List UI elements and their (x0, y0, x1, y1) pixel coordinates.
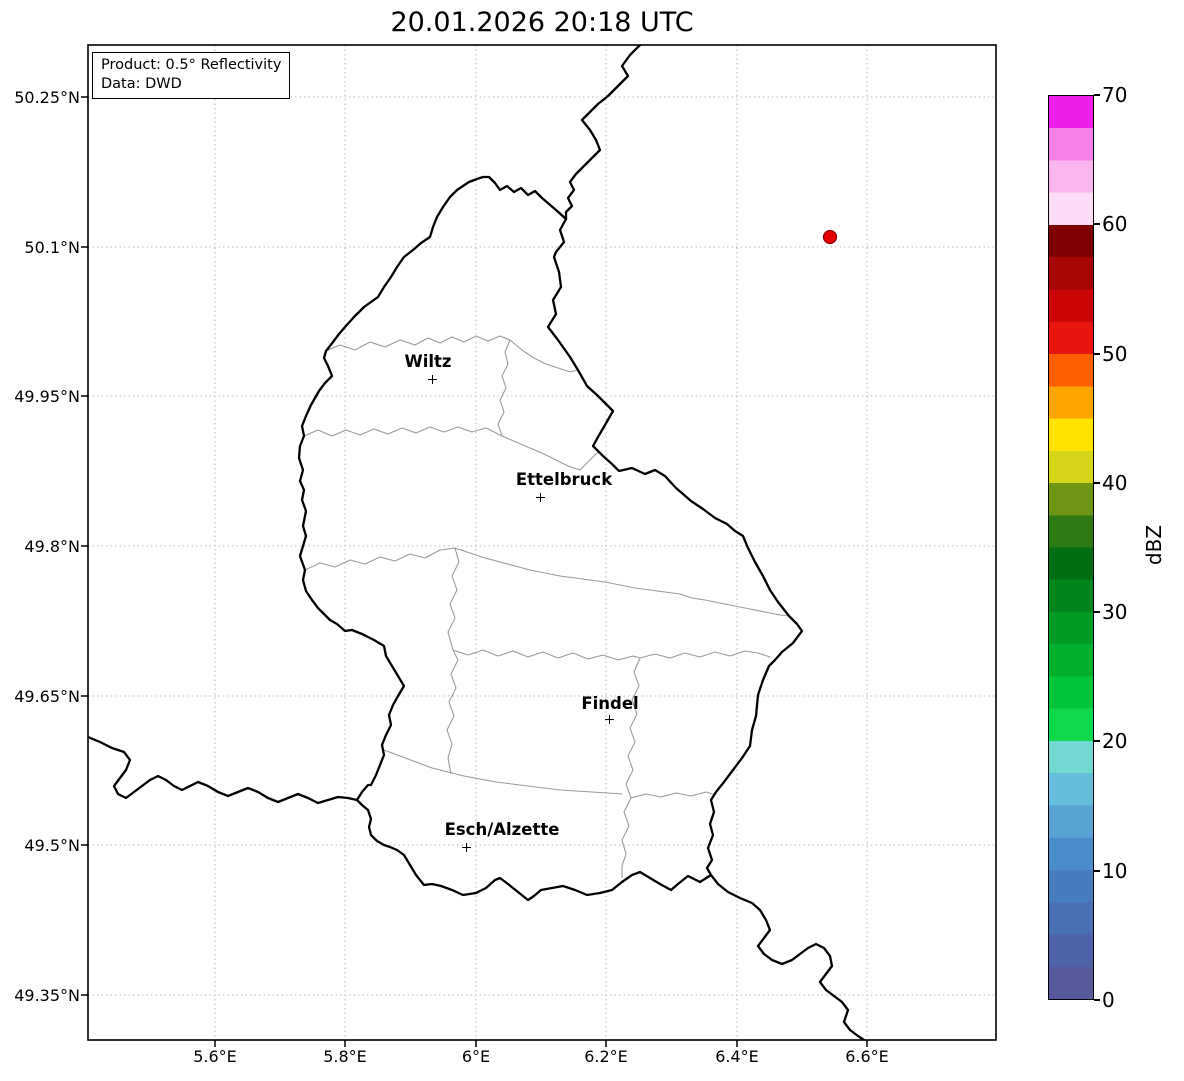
city-label-esch-alzette: Esch/Alzette (444, 820, 560, 839)
plot-frame (87, 44, 997, 1041)
city-label-findel: Findel (581, 694, 639, 713)
france-germany-border (709, 873, 866, 1040)
city-marker-esch-alzette (462, 843, 471, 852)
colorbar-tick-label: 50 (1102, 342, 1128, 366)
france-belgium-border (88, 735, 359, 805)
colorbar-axis-label: dBZ (1142, 524, 1166, 566)
y-axis-tick-label: 49.35°N (14, 986, 80, 1005)
colorbar-tick (1094, 223, 1100, 225)
y-axis-tick-label: 50.25°N (14, 88, 80, 107)
x-axis-tick-label: 6.4°E (715, 1047, 759, 1066)
colorbar-tick (1094, 999, 1100, 1001)
colorbar-tick (1094, 611, 1100, 613)
x-axis-tick-label: 6°E (461, 1047, 491, 1066)
colorbar-tick-label: 30 (1102, 600, 1128, 624)
y-axis-tick-label: 50.1°N (24, 238, 80, 257)
city-marker-wiltz (428, 375, 437, 384)
x-axis-tick-label: 6.2°E (584, 1047, 628, 1066)
colorbar-tick-label: 70 (1102, 83, 1128, 107)
info-product-line: Product: 0.5° Reflectivity (101, 57, 282, 73)
colorbar-tick-label: 60 (1102, 212, 1128, 236)
colorbar-tick (1094, 353, 1100, 355)
colorbar-tick (1094, 482, 1100, 484)
city-marker-findel (605, 715, 614, 724)
y-axis-tick-label: 49.65°N (14, 687, 80, 706)
graticule-grid (88, 45, 996, 1040)
x-axis-tick-label: 5.8°E (323, 1047, 367, 1066)
district-borders (303, 335, 790, 878)
y-axis-tick-label: 49.8°N (24, 537, 80, 556)
y-axis-tick-label: 49.5°N (24, 836, 80, 855)
info-box: Product: 0.5° Reflectivity Data: DWD (92, 52, 291, 99)
x-axis-tick-label: 6.6°E (845, 1047, 889, 1066)
colorbar-tick-label: 40 (1102, 471, 1128, 495)
radar-echo-dot (822, 229, 838, 245)
city-marker-ettelbruck (536, 493, 545, 502)
belgium-germany-border (564, 45, 642, 221)
colorbar-tick-label: 10 (1102, 859, 1128, 883)
city-label-wiltz: Wiltz (404, 352, 452, 371)
city-label-ettelbruck: Ettelbruck (515, 470, 613, 489)
info-source-line: Data: DWD (101, 76, 182, 92)
y-axis-tick-label: 49.95°N (14, 387, 80, 406)
x-axis-tick-label: 5.6°E (193, 1047, 237, 1066)
figure-title: 20.01.2026 20:18 UTC (390, 7, 694, 38)
axis-tick-marks (81, 96, 868, 1047)
colorbar-tick (1094, 94, 1100, 96)
luxembourg-outline (297, 175, 804, 902)
colorbar-tick-label: 20 (1102, 729, 1128, 753)
colorbar (1048, 95, 1094, 1000)
colorbar-tick-label: 0 (1102, 988, 1115, 1012)
colorbar-tick (1094, 740, 1100, 742)
colorbar-tick (1094, 870, 1100, 872)
country-borders (88, 45, 866, 1040)
